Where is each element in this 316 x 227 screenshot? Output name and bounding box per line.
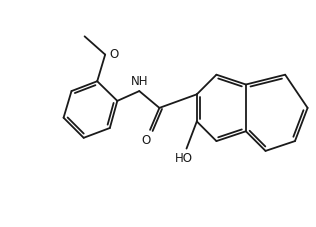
Text: O: O	[109, 48, 118, 61]
Text: NH: NH	[131, 75, 148, 88]
Text: HO: HO	[175, 152, 193, 165]
Text: O: O	[142, 134, 151, 147]
